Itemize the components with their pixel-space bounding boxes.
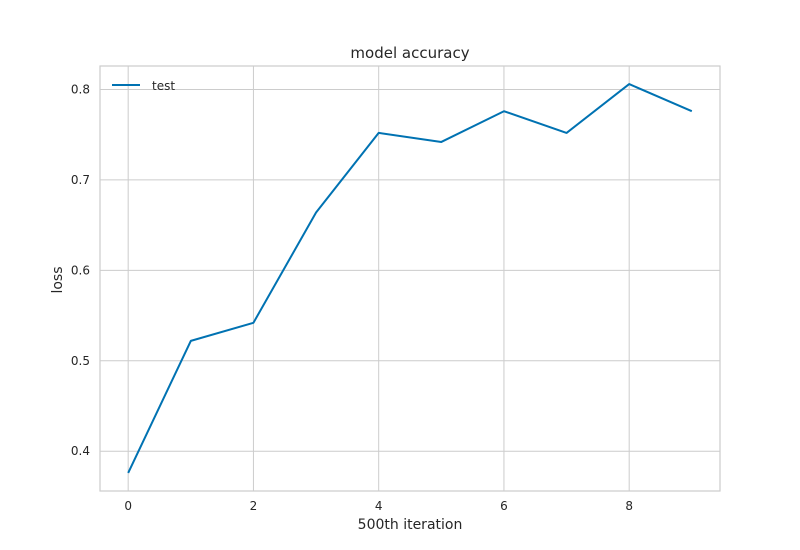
x-tick-label: 0 — [124, 499, 132, 513]
x-axis-title: 500th iteration — [358, 517, 463, 533]
y-tick-label: 0.7 — [71, 173, 90, 187]
x-tick-label: 6 — [500, 499, 508, 513]
y-tick-label: 0.4 — [71, 444, 90, 458]
y-tick-label: 0.8 — [71, 83, 90, 97]
y-tick-label: 0.6 — [71, 263, 90, 277]
plot-area — [100, 66, 720, 491]
x-tick-label: 2 — [250, 499, 258, 513]
x-tick-label: 4 — [375, 499, 383, 513]
grid-lines — [100, 66, 720, 491]
y-axis-title: loss — [50, 266, 66, 293]
legend-label-test: test — [152, 79, 175, 93]
legend: test — [112, 79, 175, 93]
y-tick-labels: 0.4 0.5 0.6 0.7 0.8 — [71, 83, 90, 459]
chart-title: model accuracy — [350, 44, 469, 62]
x-tick-label: 8 — [625, 499, 633, 513]
series-layer — [127, 83, 693, 474]
plot-frame — [99, 65, 721, 492]
x-tick-labels: 0 2 4 6 8 — [124, 499, 633, 513]
series-line-test — [127, 83, 693, 474]
y-tick-label: 0.5 — [71, 354, 90, 368]
